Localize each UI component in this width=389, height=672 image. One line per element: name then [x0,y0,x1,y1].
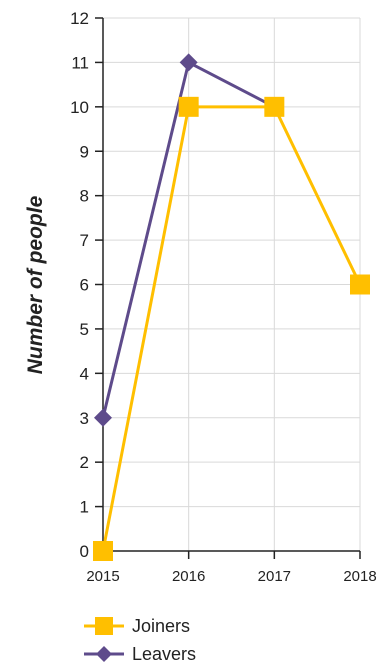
series-line-joiners [101,105,362,552]
point-joiners-2017 [264,96,285,117]
y-axis-label: Number of people [24,195,47,375]
y-tick-label-7: 7 [80,231,89,250]
series-layer [93,53,370,561]
y-tick-label-11: 11 [71,53,89,72]
point-leavers-2016 [179,53,198,72]
x-tick-label-2017: 2017 [258,568,291,585]
x-tick-label-2015: 2015 [86,568,119,585]
legend-label-leavers: Leavers [132,643,197,664]
legend: Joiners Leavers [84,612,196,668]
point-joiners-2018 [350,274,370,295]
legend-swatch-joiners [84,617,124,635]
y-tick-label-8: 8 [80,187,89,206]
y-tick-label-1: 1 [80,498,89,517]
legend-item-leavers: Leavers [84,640,196,668]
y-tick-label-12: 12 [70,9,89,28]
y-tick-label-3: 3 [80,409,89,428]
y-tick-label-0: 0 [80,542,89,561]
y-tick-label-6: 6 [80,276,89,295]
grid-lines [103,17,361,551]
legend-item-joiners: Joiners [84,612,196,640]
y-tick-label-4: 4 [80,364,89,383]
x-tick-label-2018: 2018 [343,568,376,585]
point-leavers-2015 [94,408,112,427]
legend-label-joiners: Joiners [132,615,191,636]
y-tick-label-5: 5 [80,320,89,339]
legend-swatch-leavers [84,646,124,662]
y-tick-label-2: 2 [80,453,89,472]
point-joiners-2016 [178,96,199,117]
x-tick-label-2016: 2016 [172,568,205,585]
y-tick-label-9: 9 [80,142,89,161]
point-joiners-2015 [93,541,113,561]
axes [95,17,361,559]
x-tick-labels: 2015 2016 2017 2018 [86,568,376,585]
y-tick-label-10: 10 [70,98,89,117]
